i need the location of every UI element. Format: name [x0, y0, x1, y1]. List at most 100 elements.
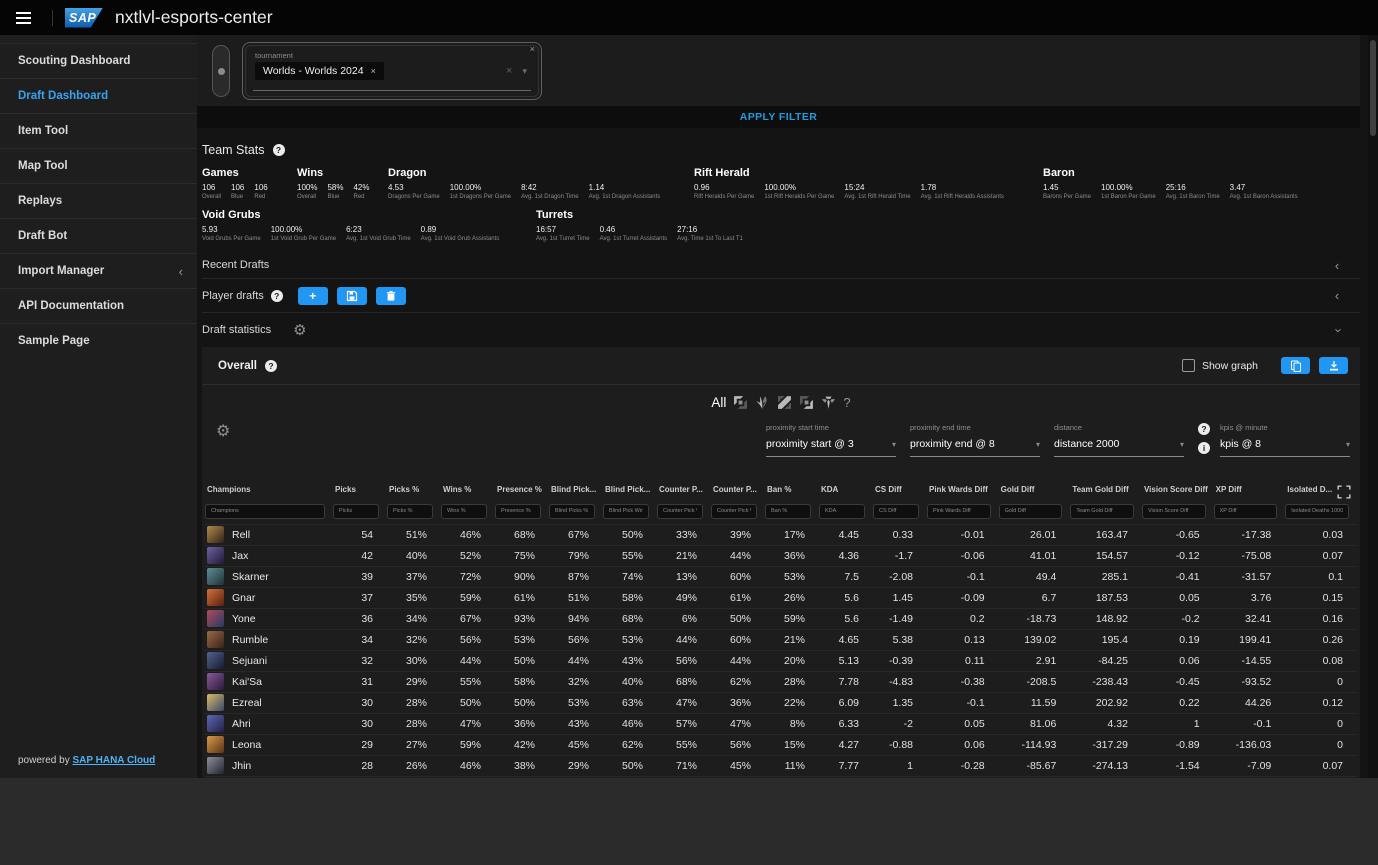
save-draft-button[interactable] — [337, 287, 367, 305]
column-header[interactable]: Team Gold Diff — [1070, 485, 1142, 499]
column-filter-input[interactable] — [603, 504, 649, 519]
sidebar-item[interactable]: Sample Page — [0, 323, 197, 358]
column-filter-input[interactable] — [387, 504, 433, 519]
help-icon[interactable]: ? — [273, 144, 285, 156]
table-row[interactable]: Leona 29 27% 59% 42% 45% 62% 55% 56% 15% — [205, 734, 1357, 755]
column-filter-input[interactable] — [819, 504, 865, 519]
stat-item: 100.00% 1st Void Grub Per Game — [271, 225, 336, 242]
distance-select[interactable]: distance distance 2000▾ — [1054, 423, 1184, 457]
column-filter-input[interactable] — [1285, 504, 1349, 519]
table-row[interactable]: Rell 54 51% 46% 68% 67% 50% 33% 39% 17% — [205, 524, 1357, 545]
column-filter-input[interactable] — [1142, 504, 1206, 519]
column-header[interactable]: Picks — [333, 485, 387, 499]
gear-icon[interactable]: ⚙ — [216, 421, 230, 441]
sidebar-item[interactable]: Replays — [0, 183, 197, 218]
column-filter-input[interactable] — [927, 504, 991, 519]
info-icon[interactable]: i — [1198, 442, 1210, 454]
proximity-start-select[interactable]: proximity start time proximity start @ 3… — [766, 423, 896, 457]
column-header[interactable]: Gold Diff — [999, 485, 1071, 499]
column-header[interactable]: XP Diff — [1214, 485, 1286, 499]
role-jungle-icon[interactable] — [755, 395, 770, 410]
table-row[interactable]: Jhin 28 26% 46% 38% 29% 50% 71% 45% 11% — [205, 755, 1357, 776]
role-all-label[interactable]: All — [711, 395, 726, 410]
clear-selection-icon[interactable]: × — [506, 65, 512, 77]
column-filter-input[interactable] — [495, 504, 541, 519]
delete-draft-button[interactable] — [376, 287, 406, 305]
column-header[interactable]: Picks % — [387, 485, 441, 499]
column-filter-input[interactable] — [765, 504, 811, 519]
column-filter-input[interactable] — [657, 504, 703, 519]
column-filter-input[interactable] — [205, 504, 325, 519]
table-row[interactable]: Skarner 39 37% 72% 90% 87% 74% 13% 60% 5… — [205, 566, 1357, 587]
sidebar-item[interactable]: Draft Dashboard — [0, 78, 197, 113]
column-header[interactable]: Wins % — [441, 485, 495, 499]
collapse-player-drafts-button[interactable]: ‹ — [1326, 287, 1348, 305]
role-top-icon[interactable] — [733, 395, 748, 410]
table-row[interactable]: Kai'Sa 31 29% 55% 58% 32% 40% 68% 62% 28… — [205, 671, 1357, 692]
role-bot-icon[interactable] — [799, 395, 814, 410]
sidebar-item[interactable]: Map Tool — [0, 148, 197, 183]
table-row[interactable]: Yone 36 34% 67% 93% 94% 68% 6% 50% 59% — [205, 608, 1357, 629]
column-header[interactable]: Pink Wards Diff — [927, 485, 999, 499]
column-filter-input[interactable] — [441, 504, 487, 519]
help-icon[interactable]: ? — [1198, 423, 1210, 435]
column-header[interactable]: Ban % — [765, 485, 819, 499]
sidebar-item[interactable]: Draft Bot — [0, 218, 197, 253]
champion-name: Leona — [232, 739, 261, 751]
column-header[interactable]: CS Diff — [873, 485, 927, 499]
sidebar-item[interactable]: API Documentation — [0, 288, 197, 323]
table-row[interactable]: Rumble 34 32% 56% 53% 56% 53% 44% 60% 21… — [205, 629, 1357, 650]
column-header[interactable]: Presence % — [495, 485, 549, 499]
scrollbar-track[interactable] — [1368, 35, 1378, 778]
column-header[interactable]: KDA — [819, 485, 873, 499]
cell-blind-pick-win-pct: 50% — [603, 755, 657, 776]
column-filter-input[interactable] — [873, 504, 919, 519]
cell-picks-pct: 37% — [387, 566, 441, 587]
sidebar-item[interactable]: Import Manager ‹ — [0, 253, 197, 288]
column-filter-input[interactable] — [711, 504, 757, 519]
table-row[interactable]: Jax 42 40% 52% 75% 79% 55% 21% 44% 36% — [205, 545, 1357, 566]
column-header[interactable]: Counter P... — [657, 485, 711, 499]
copy-table-button[interactable] — [1281, 357, 1310, 374]
apply-filter-button[interactable]: APPLY FILTER — [197, 106, 1360, 128]
proximity-end-select[interactable]: proximity end time proximity end @ 8▾ — [910, 423, 1040, 457]
chip-remove-icon[interactable]: × — [371, 66, 376, 76]
role-unknown-icon[interactable]: ? — [843, 395, 850, 410]
column-filter-input[interactable] — [549, 504, 595, 519]
filter-drag-handle[interactable] — [212, 45, 230, 97]
column-filter-input[interactable] — [1214, 504, 1278, 519]
table-row[interactable]: Sejuani 32 30% 44% 50% 44% 43% 56% 44% 2… — [205, 650, 1357, 671]
column-filter-input[interactable] — [999, 504, 1063, 519]
column-filter-input[interactable] — [333, 504, 379, 519]
column-header[interactable]: Champions — [205, 485, 333, 499]
help-icon[interactable]: ? — [265, 360, 277, 372]
add-draft-button[interactable]: + — [298, 287, 328, 305]
gear-icon[interactable]: ⚙ — [293, 321, 306, 339]
remove-filter-icon[interactable]: × — [530, 44, 535, 54]
sap-hana-cloud-link[interactable]: SAP HANA Cloud — [72, 755, 155, 766]
column-header[interactable]: Vision Score Diff — [1142, 485, 1214, 499]
sidebar-item[interactable]: Item Tool — [0, 113, 197, 148]
table-row[interactable]: Ahri 30 28% 47% 36% 43% 46% 57% 47% 8% — [205, 713, 1357, 734]
cell-presence-pct: 90% — [495, 566, 549, 587]
help-icon[interactable]: ? — [271, 290, 283, 302]
scrollbar-thumb[interactable] — [1370, 40, 1376, 136]
table-row[interactable]: Ezreal 30 28% 50% 50% 53% 63% 47% 36% 22… — [205, 692, 1357, 713]
column-header[interactable]: Counter P... — [711, 485, 765, 499]
tournament-chip[interactable]: Worlds - Worlds 2024 × — [255, 62, 384, 80]
table-row[interactable]: Gnar 37 35% 59% 61% 51% 58% 49% 61% 26% — [205, 587, 1357, 608]
column-header[interactable]: Blind Pick... — [549, 485, 603, 499]
sidebar-item[interactable]: Scouting Dashboard — [0, 43, 197, 78]
download-button[interactable] — [1319, 357, 1348, 374]
collapse-draft-statistics-button[interactable]: ‹ — [1326, 321, 1348, 339]
kpis-minute-select[interactable]: kpis @ minute kpis @ 8▾ — [1220, 423, 1350, 457]
collapse-recent-drafts-button[interactable]: ‹ — [1326, 256, 1348, 274]
show-graph-checkbox[interactable] — [1182, 359, 1195, 372]
role-mid-icon[interactable] — [777, 395, 792, 410]
role-support-icon[interactable] — [821, 395, 836, 410]
expand-table-icon[interactable] — [1336, 485, 1352, 501]
column-filter-input[interactable] — [1070, 504, 1134, 519]
column-header[interactable]: Blind Pick... — [603, 485, 657, 499]
menu-icon[interactable] — [16, 7, 42, 29]
dropdown-arrow-icon[interactable]: ▾ — [522, 66, 527, 77]
